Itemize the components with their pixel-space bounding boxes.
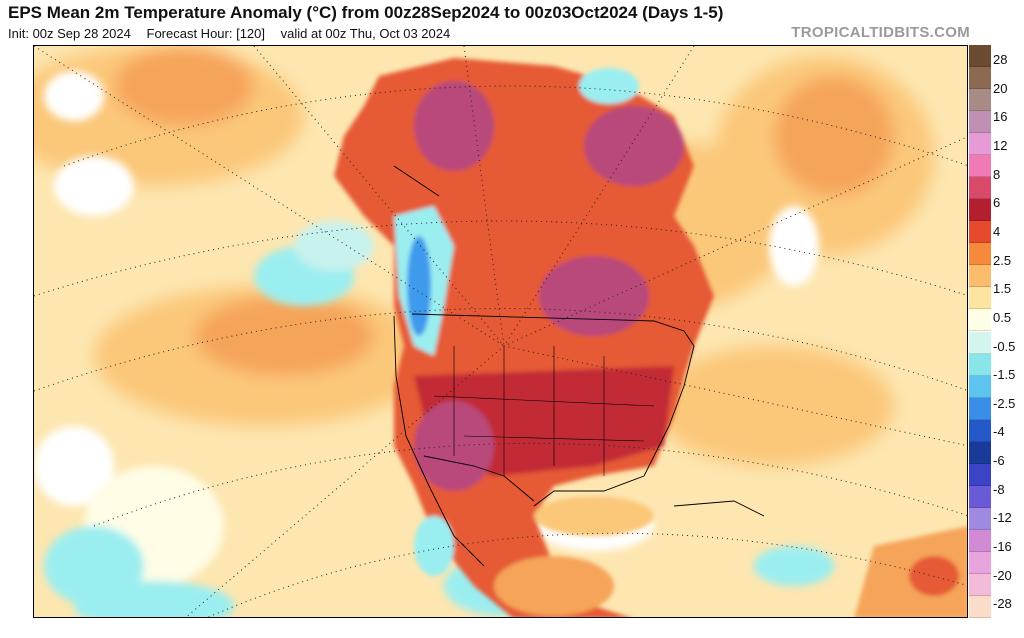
coastline-east [643,345,695,477]
colorbar-swatch [969,177,991,200]
chart-subtitle: Init: 00z Sep 28 2024 Forecast Hour: [12… [8,26,462,41]
colorbar-label: 2.5 [993,252,1012,268]
colorbar-label: -28 [993,596,1012,612]
colorbar-label: 4 [993,223,1001,239]
alaska-border [393,165,440,197]
colorbar-swatch [969,309,991,332]
colorbar-label: -12 [993,510,1012,526]
us-canada-border [411,313,695,347]
mexico-warm [494,556,614,616]
colorbar-swatch [969,463,991,486]
colorbar-label: -8 [993,481,1005,497]
coast-range-cold [407,236,431,336]
cuba [673,500,765,517]
colorbar-swatch [969,111,991,134]
baja-cold [414,516,454,576]
colorbar-label: -0.5 [993,338,1016,354]
colorbar-swatch [969,45,991,68]
site-watermark: TROPICALTIDBITS.COM [791,24,970,41]
colorbar-label: -4 [993,424,1005,440]
colorbar-swatch [969,89,991,112]
colorbar-swatch [969,353,991,376]
colorbar-label: -2.5 [993,395,1016,411]
colorbar-label: 16 [993,109,1008,125]
south-america [854,526,967,617]
colorbar-swatch [969,67,991,90]
colorbar-swatch [969,419,991,442]
colorbar-label: 28 [993,52,1008,67]
init-time: Init: 00z Sep 28 2024 [8,26,131,41]
colorbar-swatch [969,485,991,508]
colorbar-label: 12 [993,137,1008,153]
colorbar-label: -1.5 [993,367,1016,383]
colorbar-swatch [969,551,991,574]
colorbar-label: 8 [993,166,1001,182]
colorbar-swatch [969,375,991,398]
gulf-warm [534,496,654,536]
coastline-west [393,315,485,567]
colorbar-swatch [969,155,991,178]
colorbar-label: -16 [993,539,1012,555]
valid-time: valid at 00z Thu, Oct 03 2024 [280,26,451,41]
chart-title: EPS Mean 2m Temperature Anomaly (°C) fro… [8,3,724,22]
continent [334,58,714,617]
colorbar-label: 0.5 [993,309,1012,325]
colorbar-swatch [969,507,991,530]
colorbar-swatch [969,243,991,266]
alaska-extreme [414,81,494,171]
colorbar-label: 6 [993,195,1001,211]
colorbar-label: 20 [993,80,1008,96]
colorbar-swatch [969,221,991,244]
us-mexico-border [423,455,535,502]
ocean-cool-patches [34,71,834,617]
colorbar-swatch [969,133,991,156]
colorbar-label: -6 [993,453,1005,469]
greenland-extreme [584,106,684,186]
colorbar-label: -20 [993,567,1012,583]
borders [393,165,765,567]
colorbar-swatch [969,397,991,420]
forecast-hour: Forecast Hour: [120] [146,26,266,41]
colorbar-swatch [969,199,991,222]
colorbar-swatch [969,441,991,464]
anomaly-map [33,45,968,618]
graticule [34,46,967,617]
hudson-bay-extreme [539,256,649,336]
colorbar-swatch [969,265,991,288]
map-canvas [34,46,967,617]
colorbar-swatch [969,573,991,596]
state-lines [433,346,655,476]
colorbar-legend: 28 20 16 12 8 6 4 2.5 1.5 0.5 -0.5 -1.5 -2.5 -4 -6 -8 -1… [969,45,1024,618]
colorbar-swatch [969,529,991,552]
colorbar-label: 1.5 [993,281,1012,297]
colorbar-swatch [969,287,991,310]
greenland-cold [579,68,639,104]
colorbar-swatch [969,331,991,354]
coastline-gulf [533,475,645,507]
colorbar-swatch [969,595,991,618]
